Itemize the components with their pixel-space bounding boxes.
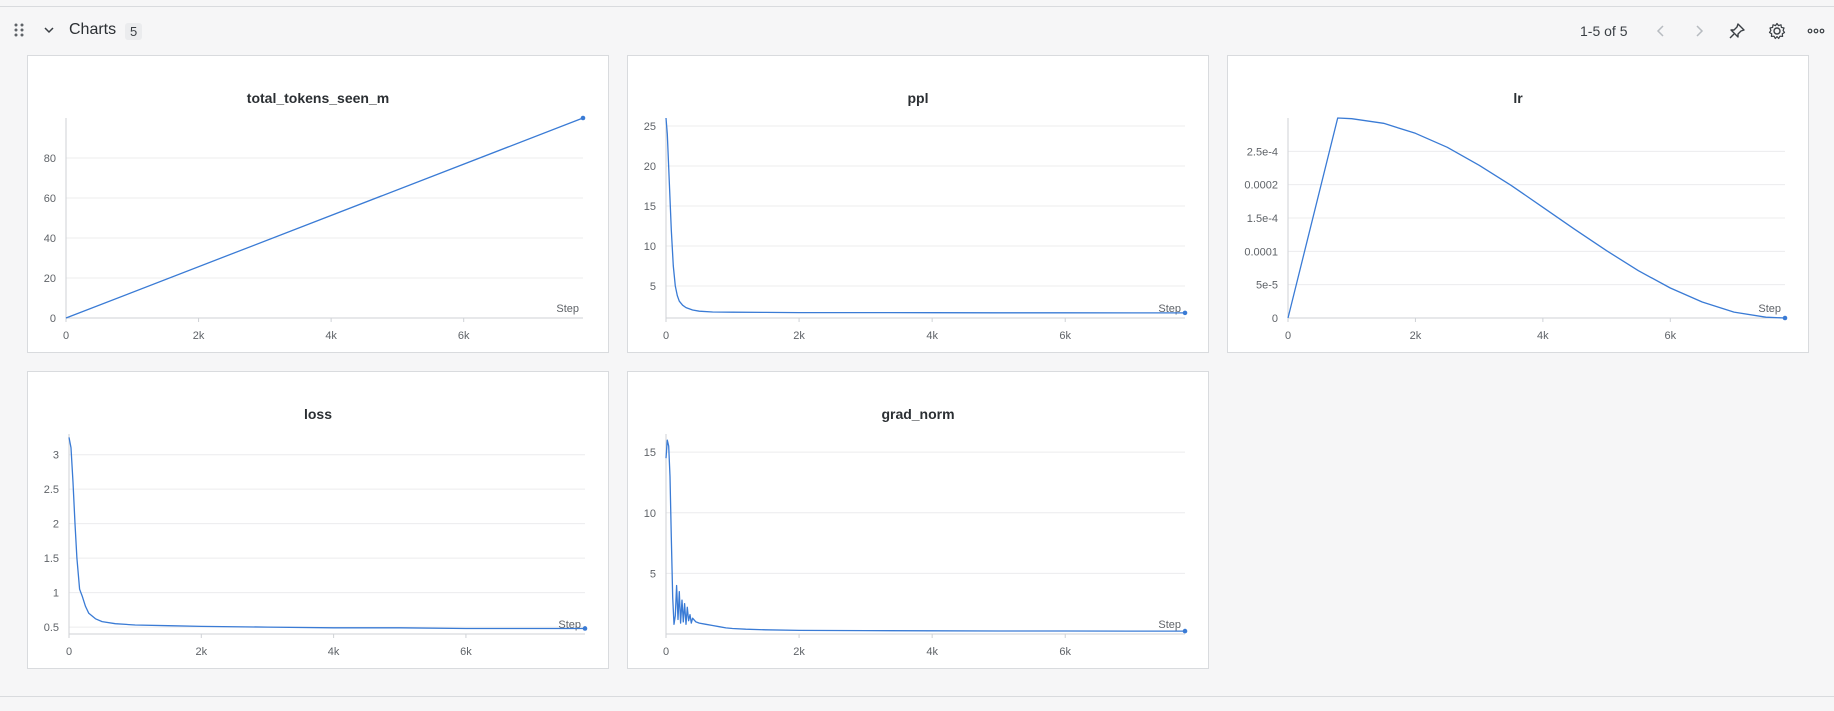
- series-end-point: [580, 115, 586, 121]
- x-tick-label: 0: [1285, 330, 1291, 342]
- series-end-point: [1182, 628, 1188, 634]
- y-tick-label: 5: [650, 281, 656, 293]
- pagination-label: 1-5 of 5: [1580, 23, 1628, 39]
- series-line: [665, 439, 1185, 632]
- y-tick-label: 10: [644, 241, 656, 253]
- x-tick-label: 4k: [1537, 330, 1549, 342]
- section-top-divider: [0, 6, 1834, 7]
- y-tick-label: 0.0001: [1244, 246, 1278, 258]
- series-line: [665, 117, 1185, 314]
- y-tick-label: 3: [53, 450, 59, 462]
- chart-title: total_tokens_seen_m: [246, 90, 390, 106]
- x-tick-label: 6k: [1059, 330, 1071, 342]
- x-axis-label: Step: [1158, 619, 1181, 631]
- section-bottom-divider: [0, 696, 1834, 697]
- y-tick-label: 80: [44, 153, 56, 165]
- y-tick-label: 10: [644, 508, 656, 520]
- y-tick-label: 0.5: [44, 622, 59, 634]
- y-tick-label: 0: [1272, 313, 1278, 325]
- y-tick-label: 0: [50, 313, 56, 325]
- x-tick-label: 4k: [328, 646, 340, 658]
- x-axis-label: Step: [558, 619, 581, 631]
- chart-panel-grad-norm[interactable]: grad_norm 5 10 15 0 2k 4k 6k Step: [627, 371, 1209, 669]
- chevron-left-icon[interactable]: [1651, 21, 1671, 41]
- x-tick-label: 0: [63, 330, 69, 342]
- panel-section-header: Charts 5 1-5 of 5: [0, 14, 1834, 50]
- x-tick-label: 2k: [195, 646, 207, 658]
- chart-plot: 0 20 40 60 80 0 2k 4k 6k Step: [44, 115, 586, 342]
- chart-panel-lr[interactable]: lr 0 5e-5 0.0001 1.5e-4 0.0002 2.5e-4 0 2k 4k 6k S…: [1227, 55, 1809, 353]
- y-tick-label: 5e-5: [1256, 280, 1278, 292]
- x-tick-label: 2k: [793, 330, 805, 342]
- pin-icon[interactable]: [1727, 21, 1747, 41]
- chart-title: grad_norm: [881, 406, 955, 422]
- section-title[interactable]: Charts: [69, 21, 117, 38]
- y-tick-label: 1: [53, 588, 59, 600]
- y-tick-label: 20: [44, 273, 56, 285]
- y-tick-label: 2.5: [44, 484, 59, 496]
- x-tick-label: 2k: [1410, 330, 1422, 342]
- chart-plot: 0 5e-5 0.0001 1.5e-4 0.0002 2.5e-4 0 2k 4k 6k Step: [1244, 117, 1788, 342]
- chevron-down-icon[interactable]: [42, 23, 56, 37]
- y-tick-label: 1.5e-4: [1247, 213, 1278, 225]
- y-tick-label: 1.5: [44, 553, 59, 565]
- y-tick-label: 25: [644, 121, 656, 133]
- y-tick-label: 2.5e-4: [1247, 146, 1278, 158]
- chart-panel-loss[interactable]: loss 0.5 1 1.5 2 2.5 3 0 2k 4k 6k Step: [27, 371, 609, 669]
- chart-plot: 5 10 15 20 25 0 2k 4k 6k Step: [644, 117, 1188, 342]
- y-tick-label: 2: [53, 519, 59, 531]
- series-line: [65, 117, 584, 319]
- x-axis-label: Step: [556, 303, 579, 315]
- x-axis-label: Step: [1158, 303, 1181, 315]
- x-tick-label: 4k: [926, 646, 938, 658]
- chevron-right-icon[interactable]: [1689, 21, 1709, 41]
- x-tick-label: 4k: [325, 330, 337, 342]
- x-tick-label: 2k: [193, 330, 205, 342]
- x-tick-label: 2k: [793, 646, 805, 658]
- series-line: [1287, 117, 1786, 319]
- x-tick-label: 6k: [1059, 646, 1071, 658]
- y-tick-label: 20: [644, 161, 656, 173]
- x-tick-label: 6k: [460, 646, 472, 658]
- chart-title: loss: [303, 406, 332, 422]
- series-end-point: [1782, 315, 1788, 321]
- gear-icon[interactable]: [1767, 21, 1787, 41]
- section-count-badge: 5: [125, 23, 143, 40]
- drag-handle-icon[interactable]: [12, 22, 26, 38]
- x-axis-label: Step: [1758, 303, 1781, 315]
- y-tick-label: 15: [644, 201, 656, 213]
- more-horizontal-icon[interactable]: [1806, 21, 1826, 41]
- x-tick-label: 6k: [458, 330, 470, 342]
- series-line: [68, 437, 585, 630]
- chart-title: lr: [1513, 90, 1523, 106]
- y-tick-label: 40: [44, 233, 56, 245]
- y-tick-label: 15: [644, 447, 656, 459]
- chart-plot: 5 10 15 0 2k 4k 6k Step: [644, 434, 1188, 658]
- x-tick-label: 0: [66, 646, 72, 658]
- x-tick-label: 0: [663, 330, 669, 342]
- x-tick-label: 0: [663, 646, 669, 658]
- y-tick-label: 0.0002: [1244, 180, 1278, 192]
- x-tick-label: 4k: [926, 330, 938, 342]
- chart-plot: 0.5 1 1.5 2 2.5 3 0 2k 4k 6k Step: [44, 434, 588, 658]
- chart-title: ppl: [907, 90, 929, 106]
- x-tick-label: 6k: [1664, 330, 1676, 342]
- y-tick-label: 5: [650, 568, 656, 580]
- series-end-point: [582, 626, 588, 631]
- chart-panel-total-tokens[interactable]: total_tokens_seen_m 0 20 40 60 80 0 2k 4k 6k Step: [27, 55, 609, 353]
- series-end-point: [1182, 310, 1188, 316]
- y-tick-label: 60: [44, 193, 56, 205]
- chart-panel-ppl[interactable]: ppl 5 10 15 20 25 0 2k 4k 6k Step: [627, 55, 1209, 353]
